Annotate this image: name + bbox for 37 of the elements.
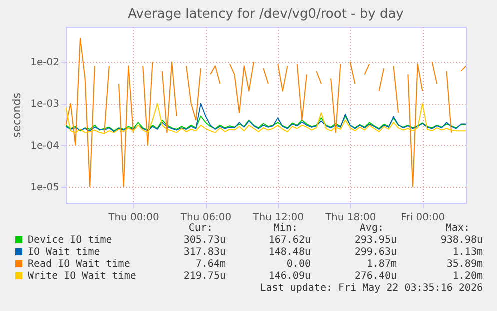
text: 35.89m	[446, 259, 483, 270]
text: 148.48u	[268, 247, 311, 258]
x-tick-label: Thu 00:00	[108, 212, 160, 224]
text: 276.40u	[354, 271, 397, 282]
y-tick-label: 1e-05	[30, 182, 60, 194]
text: 219.75u	[184, 271, 226, 282]
x-tick-label: Fri 00:00	[401, 212, 446, 224]
text: Last update: Fri May 22 03:35:16 2026	[260, 283, 483, 294]
x-tick-label: Thu 12:00	[252, 212, 304, 224]
text: Min:	[274, 223, 298, 234]
x-tick-label: Thu 06:00	[180, 212, 232, 224]
text: Avg:	[360, 223, 384, 234]
legend-label: IO Wait time	[28, 247, 100, 258]
line-series	[66, 116, 466, 132]
text: Max:	[446, 223, 470, 234]
chart-title: Average latency for /dev/vg0/root - by day	[128, 7, 404, 22]
legend-label: Write IO Wait time	[28, 271, 136, 282]
y-tick-label: 1e-02	[30, 58, 60, 69]
text: 305.73u	[184, 235, 226, 246]
legend-label: Device IO time	[28, 235, 112, 246]
text: 7.64m	[196, 259, 226, 270]
text: Cur:	[188, 223, 213, 234]
text: 0.00	[286, 259, 311, 270]
text: 167.62u	[268, 235, 311, 246]
x-tick-label: Thu 18:00	[324, 212, 376, 224]
text: 1.87m	[366, 259, 397, 270]
y-axis-title: seconds	[10, 92, 24, 138]
text: 938.98u	[440, 235, 483, 246]
text: 293.95u	[354, 235, 397, 246]
text: 1.13m	[452, 247, 483, 258]
text: 317.83u	[184, 247, 226, 258]
text: 299.63u	[354, 247, 397, 258]
legend-label: Read IO Wait time	[28, 259, 130, 270]
text: 1.20m	[452, 271, 483, 282]
y-tick-label: 1e-03	[30, 99, 60, 110]
y-tick-label: 1e-04	[30, 140, 60, 152]
text: 146.09u	[268, 271, 311, 282]
